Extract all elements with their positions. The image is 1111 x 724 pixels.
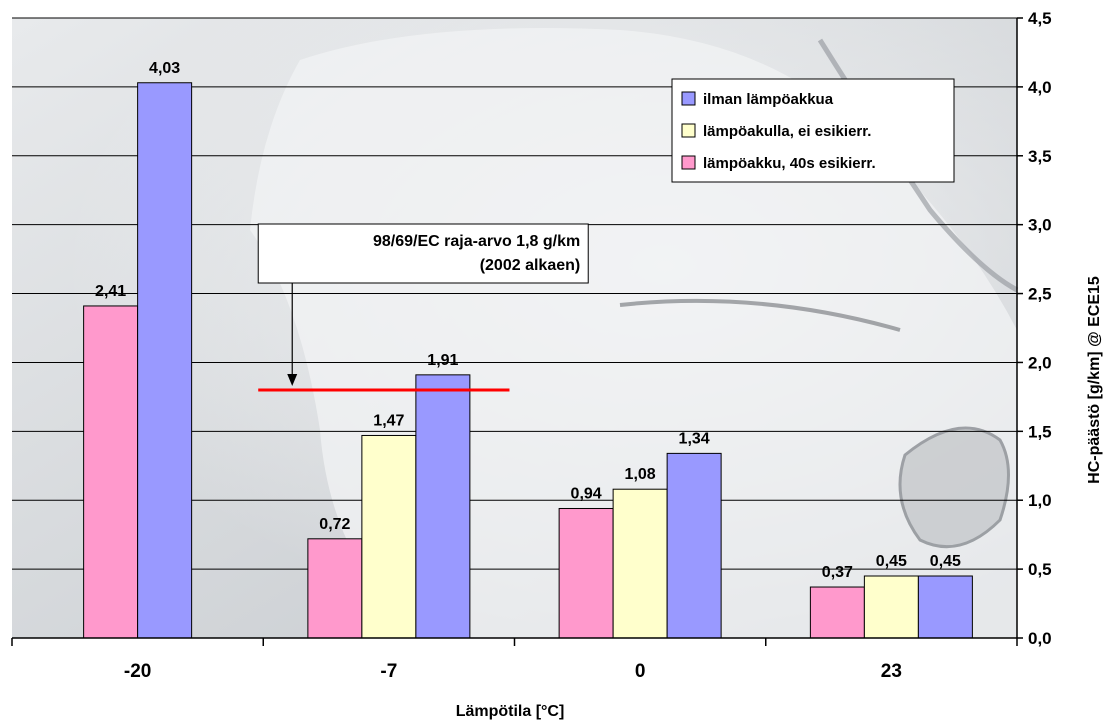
data-labels: 2,41 4,03 0,72 1,47 1,91 0,94 1,08 1,34 0,37 0,45… bbox=[95, 60, 961, 581]
bar bbox=[137, 82, 193, 639]
annotation-box bbox=[257, 223, 589, 284]
data-label: 0,72 bbox=[319, 516, 350, 533]
bar bbox=[666, 452, 722, 639]
legend-swatch bbox=[681, 123, 696, 138]
legend-swatch bbox=[681, 91, 696, 106]
x-tick-label: 23 bbox=[881, 661, 902, 682]
data-label: 4,03 bbox=[149, 60, 180, 77]
x-tick-label: -7 bbox=[380, 661, 397, 682]
bar bbox=[809, 586, 865, 639]
bar bbox=[558, 507, 614, 639]
annotation-arrow-head bbox=[287, 374, 298, 386]
data-label: 0,37 bbox=[822, 564, 853, 581]
data-label: 2,41 bbox=[95, 283, 126, 300]
legend-label: lämpöakku, 40s esikierr. bbox=[703, 155, 876, 172]
bar bbox=[415, 374, 471, 639]
data-label: 0,94 bbox=[571, 485, 602, 502]
y-tick-label: 3,5 bbox=[1028, 147, 1052, 166]
legend-swatch bbox=[681, 155, 696, 170]
legend-label: ilman lämpöakkua bbox=[703, 91, 834, 108]
legend: ilman lämpöakkua lämpöakulla, ei esikierr… bbox=[671, 78, 955, 183]
bar bbox=[863, 575, 919, 639]
x-axis-title: Lämpötila [°C] bbox=[456, 703, 565, 720]
bars bbox=[83, 82, 973, 639]
bar bbox=[612, 488, 668, 639]
y-tick-label: 0,5 bbox=[1028, 560, 1052, 579]
data-label: 1,47 bbox=[373, 412, 404, 429]
data-label: 0,45 bbox=[930, 553, 961, 570]
y-ticks: 0,0 0,5 1,0 1,5 2,0 2,5 3,0 3,5 4,0 4,5 bbox=[1017, 9, 1052, 648]
y-tick-label: 2,0 bbox=[1028, 353, 1052, 372]
x-tick-label: 0 bbox=[635, 661, 646, 682]
bar bbox=[917, 575, 973, 639]
wiper bbox=[619, 298, 901, 332]
data-label: 1,08 bbox=[625, 466, 656, 483]
bar bbox=[361, 434, 417, 639]
y-axis-title: HC-päästö [g/km] @ ECE15 bbox=[1086, 276, 1103, 484]
y-tick-label: 2,5 bbox=[1028, 285, 1052, 304]
data-label: 0,45 bbox=[876, 553, 907, 570]
data-label: 1,91 bbox=[427, 352, 458, 369]
y-tick-label: 3,0 bbox=[1028, 216, 1052, 235]
y-tick-label: 1,5 bbox=[1028, 422, 1052, 441]
annotation-text: 98/69/EC raja-arvo 1,8 g/km bbox=[373, 233, 580, 250]
y-tick-label: 1,0 bbox=[1028, 491, 1052, 510]
bar bbox=[307, 538, 363, 639]
annotation-text: (2002 alkaen) bbox=[480, 257, 581, 274]
bar bbox=[83, 305, 139, 639]
y-tick-label: 4,5 bbox=[1028, 9, 1052, 28]
car-headlight bbox=[898, 426, 1010, 549]
legend-label: lämpöakulla, ei esikierr. bbox=[703, 123, 871, 140]
x-ticks: -20 -7 0 23 bbox=[11, 638, 1018, 682]
reference-line-group: 98/69/EC raja-arvo 1,8 g/km (2002 alkaen) bbox=[257, 223, 589, 392]
data-label: 1,34 bbox=[679, 430, 710, 447]
legend-box bbox=[671, 78, 955, 183]
y-tick-label: 0,0 bbox=[1028, 629, 1052, 648]
x-tick-label: -20 bbox=[124, 661, 151, 682]
y-tick-label: 4,0 bbox=[1028, 78, 1052, 97]
